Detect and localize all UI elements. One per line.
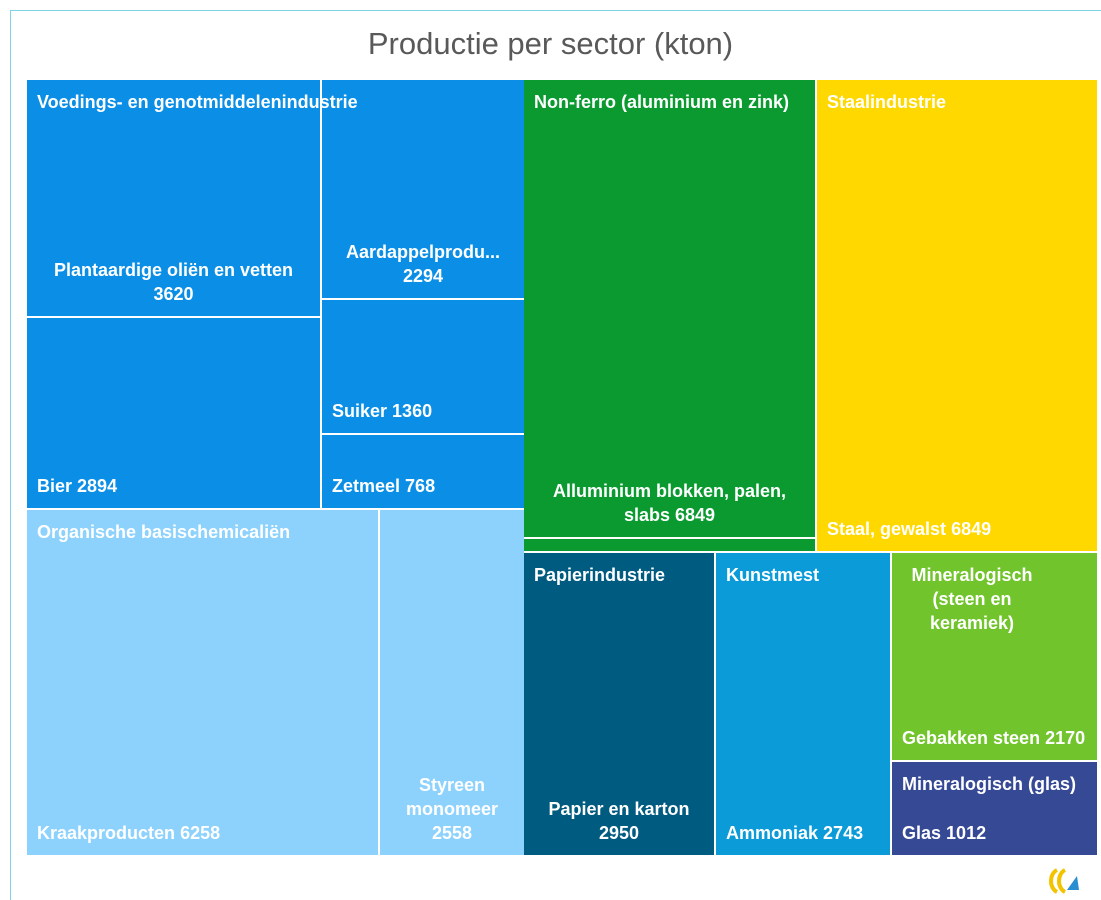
tile: Suiker 1360 <box>322 300 524 433</box>
tile-value: 2950 <box>598 823 640 843</box>
tile-value: 6849 <box>951 519 992 539</box>
tile-value: 6258 <box>180 823 221 843</box>
tile-name: Plantaardige oliën en vetten <box>53 260 294 280</box>
tile-label: Zetmeel 768 <box>332 474 435 498</box>
tile: Zetmeel 768 <box>322 435 524 508</box>
tile-name: Staal, gewalst <box>827 519 947 539</box>
tile: Bier 2894 <box>27 318 320 508</box>
tile: Glas 1012 <box>892 762 1097 855</box>
tile-name: Ammoniak <box>726 823 819 843</box>
tile-value: 6849 <box>675 505 716 525</box>
tile-label: Staal, gewalst 6849 <box>827 517 991 541</box>
tile-name: Glas <box>902 823 942 843</box>
tile-name: Bier <box>37 476 73 496</box>
tile-label: Papier en karton 2950 <box>534 797 704 845</box>
tile-label: Styreen monomeer 2558 <box>390 773 514 845</box>
tile-value: 2743 <box>823 823 864 843</box>
chart-title: Productie per sector (kton) <box>367 26 734 61</box>
tile-label: Kraakproducten 6258 <box>37 821 220 845</box>
tile-name: Suiker <box>332 401 388 421</box>
tile-name: Aardappelprodu... <box>345 242 500 262</box>
tile: Papier en karton 2950 <box>524 553 714 855</box>
tile: Aardappelprodu... 2294 <box>322 80 524 298</box>
tile-value: 768 <box>405 476 436 496</box>
tile: Gebakken steen 2170 <box>892 553 1097 760</box>
tile: Plantaardige oliën en vetten 3620 <box>27 80 320 316</box>
tile-name: Papier en karton <box>548 799 690 819</box>
tile-name: Gebakken steen <box>902 728 1041 748</box>
tile: Staal, gewalst 6849 <box>817 80 1097 551</box>
tile-label: Plantaardige oliën en vetten 3620 <box>37 258 310 306</box>
tile-value: 2170 <box>1045 728 1086 748</box>
tile-label: Glas 1012 <box>902 821 986 845</box>
tile-value: 2894 <box>77 476 118 496</box>
tile-name: Kraakproducten <box>37 823 176 843</box>
tile-label: Aardappelprodu... 2294 <box>332 240 514 288</box>
tile-name: Alluminium blokken, palen, slabs <box>552 481 787 525</box>
tile-value: 1360 <box>392 401 433 421</box>
tile-value: 2558 <box>431 823 473 843</box>
tile-label: Gebakken steen 2170 <box>902 726 1085 750</box>
tile-label: Alluminium blokken, palen, slabs 6849 <box>534 479 805 527</box>
tile: Alluminium blokken, palen, slabs 6849 <box>524 80 815 537</box>
frame <box>10 10 1101 900</box>
tile: Kraakproducten 6258 <box>27 510 378 855</box>
tile-label: Bier 2894 <box>37 474 117 498</box>
tile-value: 2294 <box>402 266 444 286</box>
tile: Styreen monomeer 2558 <box>380 510 524 855</box>
tile-label: Ammoniak 2743 <box>726 821 863 845</box>
tile-value: 3620 <box>153 284 194 304</box>
tile-name: Styreen monomeer <box>405 775 499 819</box>
tile-label: Suiker 1360 <box>332 399 432 423</box>
tile: Ammoniak 2743 <box>716 553 890 855</box>
tile-value: 1012 <box>946 823 987 843</box>
tile-name: Zetmeel <box>332 476 401 496</box>
logo <box>1049 868 1079 894</box>
tile <box>524 539 815 551</box>
